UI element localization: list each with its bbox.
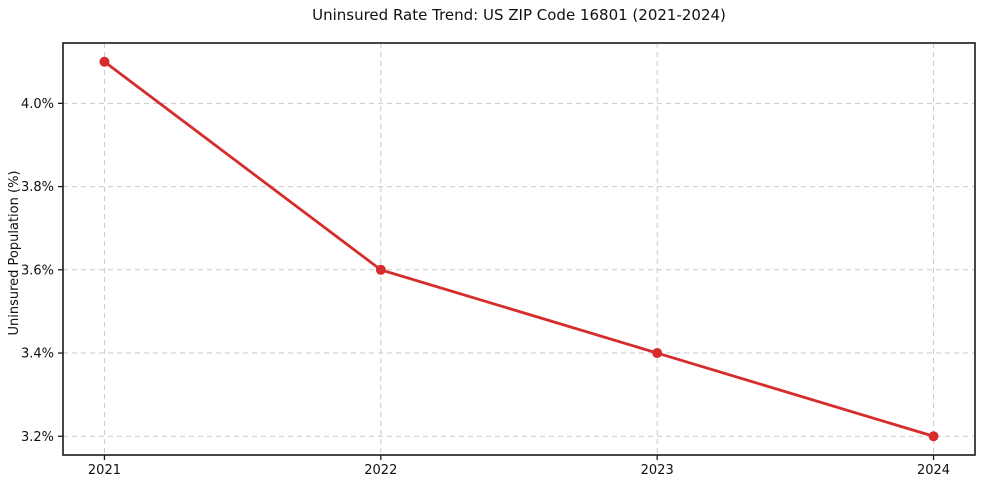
plot-border xyxy=(62,42,976,456)
y-axis-label-text: Uninsured Population (%) xyxy=(7,170,22,336)
x-tick-label: 2024 xyxy=(917,463,950,478)
y-tick-label: 3.4% xyxy=(21,347,54,362)
data-point-marker xyxy=(375,264,386,275)
x-tick-label: 2023 xyxy=(641,463,674,478)
y-tick-label: 3.6% xyxy=(21,263,54,278)
y-tick-label: 4.0% xyxy=(21,97,54,112)
chart-title: Uninsured Rate Trend: US ZIP Code 16801 … xyxy=(312,6,726,24)
x-tick-label: 2022 xyxy=(364,463,397,478)
trend-line xyxy=(103,60,935,438)
y-tick-label: 3.2% xyxy=(21,430,54,445)
data-point-marker xyxy=(928,431,939,442)
data-point-marker xyxy=(652,348,663,359)
x-tick-label: 2021 xyxy=(88,463,121,478)
y-tick-label: 3.8% xyxy=(21,180,54,195)
data-point-marker xyxy=(99,56,110,67)
